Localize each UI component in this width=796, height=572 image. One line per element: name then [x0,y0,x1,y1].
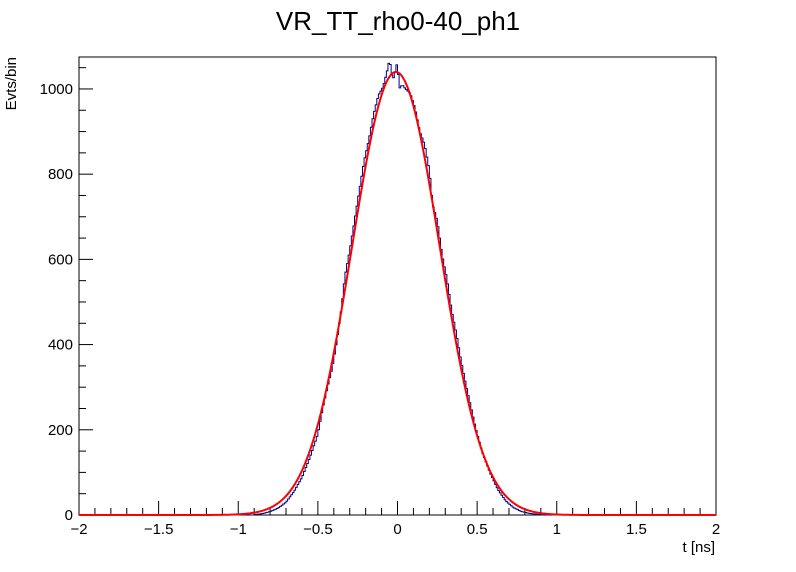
y-tick-label: 600 [48,251,73,268]
histogram-line [79,62,716,516]
y-tick-label: 400 [48,337,73,354]
y-axis-label: Evts/bin [3,57,20,110]
x-tick-label: 2 [712,521,720,538]
x-tick-label: −1.5 [144,521,174,538]
x-tick-label: −1 [230,521,247,538]
y-tick-label: 200 [48,422,73,439]
y-axis: 0 200 400 600 800 1000 [40,67,93,524]
y-tick-label: 1000 [40,81,73,98]
x-tick-label: −2 [70,521,87,538]
y-tick-label: 0 [65,507,73,524]
x-axis-label: t [ns] [682,539,715,556]
x-tick-label: 0 [393,521,401,538]
x-tick-label: 1 [553,521,561,538]
x-axis: −2 −1.5 −1 −0.5 0 0.5 1 1.5 2 [70,501,720,538]
x-tick-label: 1.5 [626,521,647,538]
chart-title: VR_TT_rho0-40_ph1 [276,6,520,36]
histogram-series [79,59,716,516]
plot-frame [78,56,717,516]
fit-curve [79,70,716,516]
y-tick-label: 800 [48,166,73,183]
fit-series [79,70,716,516]
x-tick-label: 0.5 [467,521,488,538]
x-tick-label: −0.5 [303,521,333,538]
